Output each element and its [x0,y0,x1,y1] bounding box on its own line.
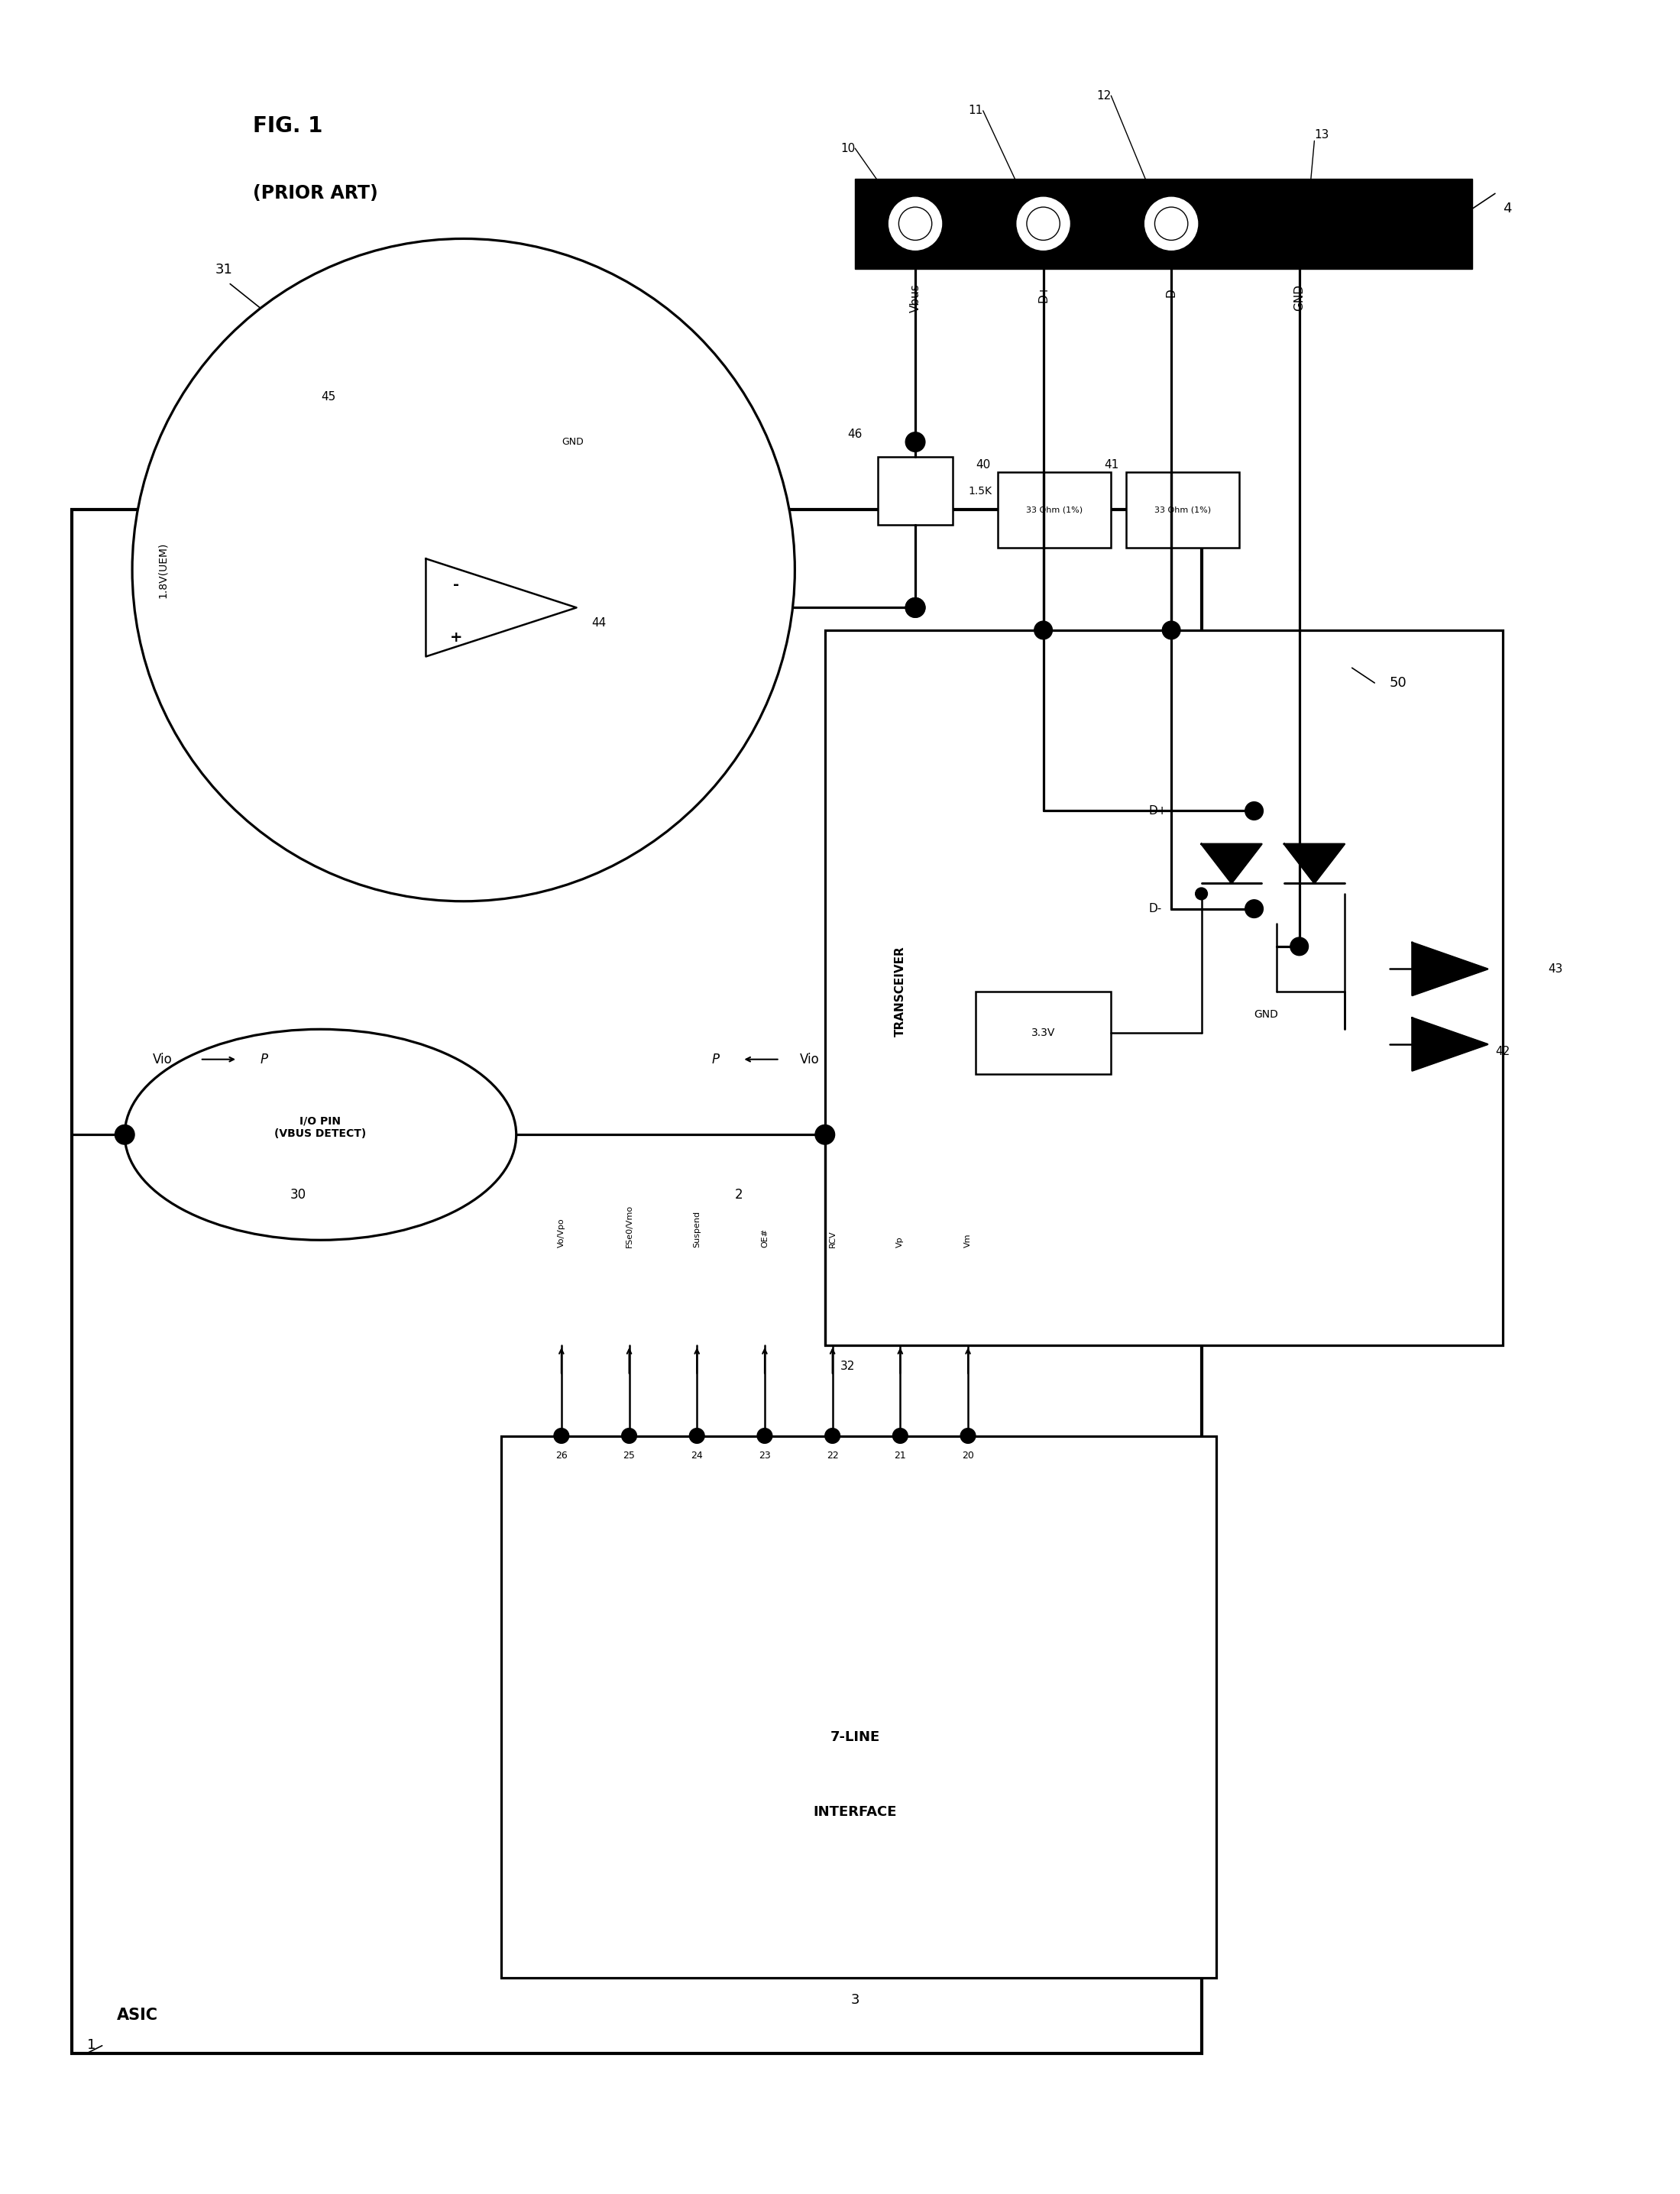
Text: GND: GND [561,437,583,448]
Text: 21: 21 [894,1450,906,1461]
Bar [391,415,430,467]
Circle shape [689,1428,704,1444]
Text: FIG. 1: FIG. 1 [252,114,323,136]
Text: Vio: Vio [153,1053,171,1066]
Text: 13: 13 [1314,129,1329,140]
Circle shape [554,1428,570,1444]
Text: 23: 23 [759,1450,771,1461]
Circle shape [1245,801,1263,821]
Text: 50: 50 [1389,676,1408,689]
Text: 4: 4 [1502,202,1512,215]
Bar [491,415,528,467]
Circle shape [758,1428,773,1444]
Circle shape [1035,621,1052,638]
Bar [825,630,1502,1345]
Text: 24: 24 [690,1450,702,1461]
Text: 45: 45 [321,391,336,402]
Bar [72,509,1201,2054]
Bar [1126,472,1240,546]
Text: D-: D- [1166,283,1178,296]
Text: GND: GND [1255,1009,1278,1020]
Text: 33 Ohm (1%): 33 Ohm (1%) [1026,507,1084,513]
Circle shape [114,1126,134,1145]
Text: +: + [450,630,462,645]
Circle shape [1245,900,1263,917]
Bar [381,404,546,480]
Circle shape [961,1428,976,1444]
Text: 3: 3 [850,1992,860,2008]
Text: 31: 31 [215,263,232,276]
Text: 10: 10 [840,143,855,154]
Circle shape [906,597,926,617]
Polygon shape [425,559,576,656]
Text: 1: 1 [87,2038,96,2051]
Circle shape [133,239,795,902]
Text: 33 Ohm (1%): 33 Ohm (1%) [1154,507,1211,513]
Text: 12: 12 [1097,90,1110,101]
Text: 7-LINE: 7-LINE [830,1731,880,1744]
Text: D+: D+ [1149,805,1168,816]
Text: P: P [260,1053,267,1066]
Circle shape [906,432,926,452]
Text: 20: 20 [963,1450,974,1461]
Text: 1.8V(UEM): 1.8V(UEM) [156,542,168,599]
Text: D-: D- [1149,904,1163,915]
Text: 44: 44 [591,617,606,627]
Text: 25: 25 [623,1450,635,1461]
Circle shape [892,1428,907,1444]
Text: Vbus: Vbus [909,283,921,314]
Circle shape [1146,197,1198,250]
Text: 1.5K: 1.5K [968,485,991,496]
Bar [501,1435,1216,1977]
Text: 40: 40 [976,459,991,470]
Text: 46: 46 [848,428,862,441]
Text: 11: 11 [968,105,983,116]
Circle shape [1163,621,1181,638]
Text: (PRIOR ART): (PRIOR ART) [252,184,378,202]
Bar [877,456,953,524]
Text: 3.3V: 3.3V [1032,1027,1055,1038]
Bar [855,178,1472,270]
Circle shape [906,597,926,617]
Text: 30: 30 [291,1187,306,1202]
Circle shape [622,1428,637,1444]
Ellipse shape [124,1029,516,1240]
Text: I/O PIN
(VBUS DETECT): I/O PIN (VBUS DETECT) [274,1115,366,1139]
Polygon shape [1413,1018,1487,1071]
Bar [998,472,1110,546]
Text: INTERFACE: INTERFACE [813,1806,897,1819]
Polygon shape [1201,845,1262,884]
Polygon shape [1284,845,1344,884]
Circle shape [1016,197,1070,250]
Text: 22: 22 [827,1450,838,1461]
Text: RCV: RCV [828,1231,837,1248]
Text: 42: 42 [1495,1047,1510,1058]
Text: 2: 2 [734,1187,743,1202]
Text: OE#: OE# [761,1229,768,1248]
Text: Vo/Vpo: Vo/Vpo [558,1218,564,1248]
Text: -: - [454,577,459,592]
Text: Vio: Vio [800,1053,820,1066]
Text: Vp: Vp [897,1237,904,1248]
Text: Suspend: Suspend [694,1211,701,1248]
Circle shape [1196,889,1208,900]
Text: Vm: Vm [964,1233,971,1248]
Text: GND: GND [1294,283,1305,312]
Bar [440,415,479,467]
Text: FSe0/Vmo: FSe0/Vmo [625,1205,633,1248]
Circle shape [1290,937,1309,954]
Circle shape [825,1428,840,1444]
Text: D+: D+ [1038,283,1048,303]
Circle shape [815,1126,835,1145]
Text: P: P [712,1053,719,1066]
Circle shape [889,197,942,250]
Text: TRANSCEIVER: TRANSCEIVER [894,946,906,1038]
Text: 26: 26 [556,1450,568,1461]
Text: 43: 43 [1547,963,1562,974]
Bar [976,992,1110,1075]
Text: ASIC: ASIC [118,2008,158,2023]
Text: 32: 32 [840,1360,855,1371]
Polygon shape [1413,943,1487,996]
Text: 41: 41 [1104,459,1119,470]
